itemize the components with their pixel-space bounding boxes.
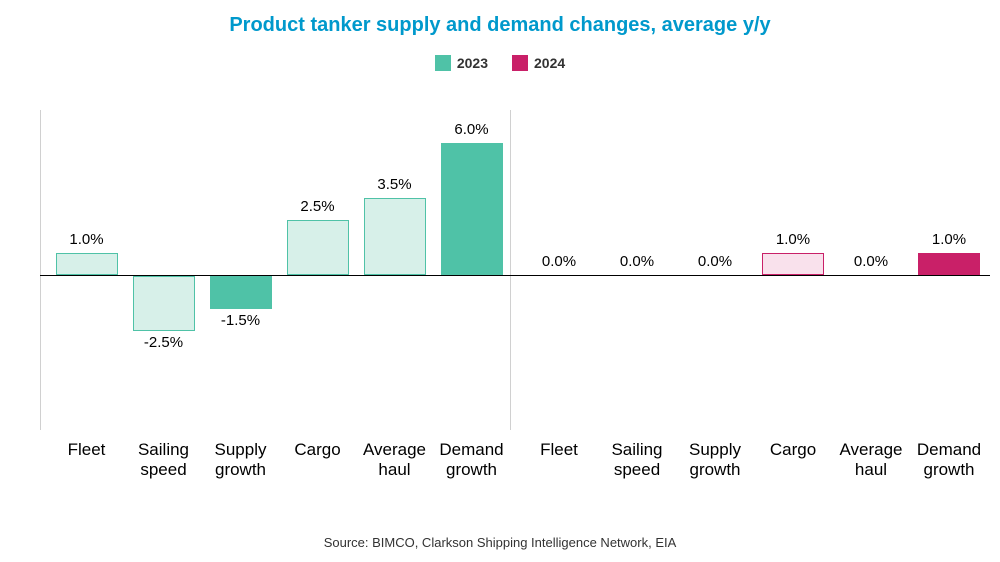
legend-swatch-2023 bbox=[435, 55, 451, 71]
bar-value-label: 0.0% bbox=[520, 253, 598, 270]
category-label: Demand growth bbox=[910, 440, 988, 481]
category-label: Supply growth bbox=[676, 440, 754, 481]
y-axis-line bbox=[40, 110, 41, 430]
bar bbox=[762, 253, 824, 275]
bar bbox=[133, 276, 195, 331]
bar bbox=[287, 220, 349, 275]
category-label: Cargo bbox=[279, 440, 356, 481]
bar-value-label: 1.0% bbox=[910, 231, 988, 248]
bar-value-label: -1.5% bbox=[202, 312, 279, 329]
category-label: Average haul bbox=[356, 440, 433, 481]
category-label: Fleet bbox=[48, 440, 125, 481]
bar-value-label: 1.0% bbox=[754, 231, 832, 248]
source-text: Source: BIMCO, Clarkson Shipping Intelli… bbox=[0, 535, 1000, 550]
category-label: Supply growth bbox=[202, 440, 279, 481]
bar bbox=[441, 143, 503, 275]
category-label: Sailing speed bbox=[125, 440, 202, 481]
category-label: Cargo bbox=[754, 440, 832, 481]
category-label: Demand growth bbox=[433, 440, 510, 481]
category-label: Sailing speed bbox=[598, 440, 676, 481]
panel-divider bbox=[510, 110, 511, 430]
legend: 2023 2024 bbox=[0, 55, 1000, 71]
bar-value-label: -2.5% bbox=[125, 334, 202, 351]
legend-item-2024: 2024 bbox=[512, 55, 565, 71]
legend-label-2023: 2023 bbox=[457, 55, 488, 71]
legend-swatch-2024 bbox=[512, 55, 528, 71]
bar bbox=[56, 253, 118, 275]
chart-title: Product tanker supply and demand changes… bbox=[0, 0, 1000, 37]
bar bbox=[918, 253, 980, 275]
bar-value-label: 1.0% bbox=[48, 231, 125, 248]
bar-value-label: 0.0% bbox=[676, 253, 754, 270]
category-labels: FleetSailing speedSupply growthCargoAver… bbox=[520, 440, 988, 481]
category-label: Fleet bbox=[520, 440, 598, 481]
bar bbox=[210, 276, 272, 309]
chart-area: 1.0%-2.5%-1.5%2.5%3.5%6.0%FleetSailing s… bbox=[40, 100, 990, 430]
legend-item-2023: 2023 bbox=[435, 55, 488, 71]
bar-value-label: 6.0% bbox=[433, 121, 510, 138]
bar-value-label: 2.5% bbox=[279, 198, 356, 215]
bar-value-label: 0.0% bbox=[832, 253, 910, 270]
bar bbox=[364, 198, 426, 275]
bar-value-label: 0.0% bbox=[598, 253, 676, 270]
bar-value-label: 3.5% bbox=[356, 176, 433, 193]
legend-label-2024: 2024 bbox=[534, 55, 565, 71]
category-labels: FleetSailing speedSupply growthCargoAver… bbox=[48, 440, 510, 481]
category-label: Average haul bbox=[832, 440, 910, 481]
